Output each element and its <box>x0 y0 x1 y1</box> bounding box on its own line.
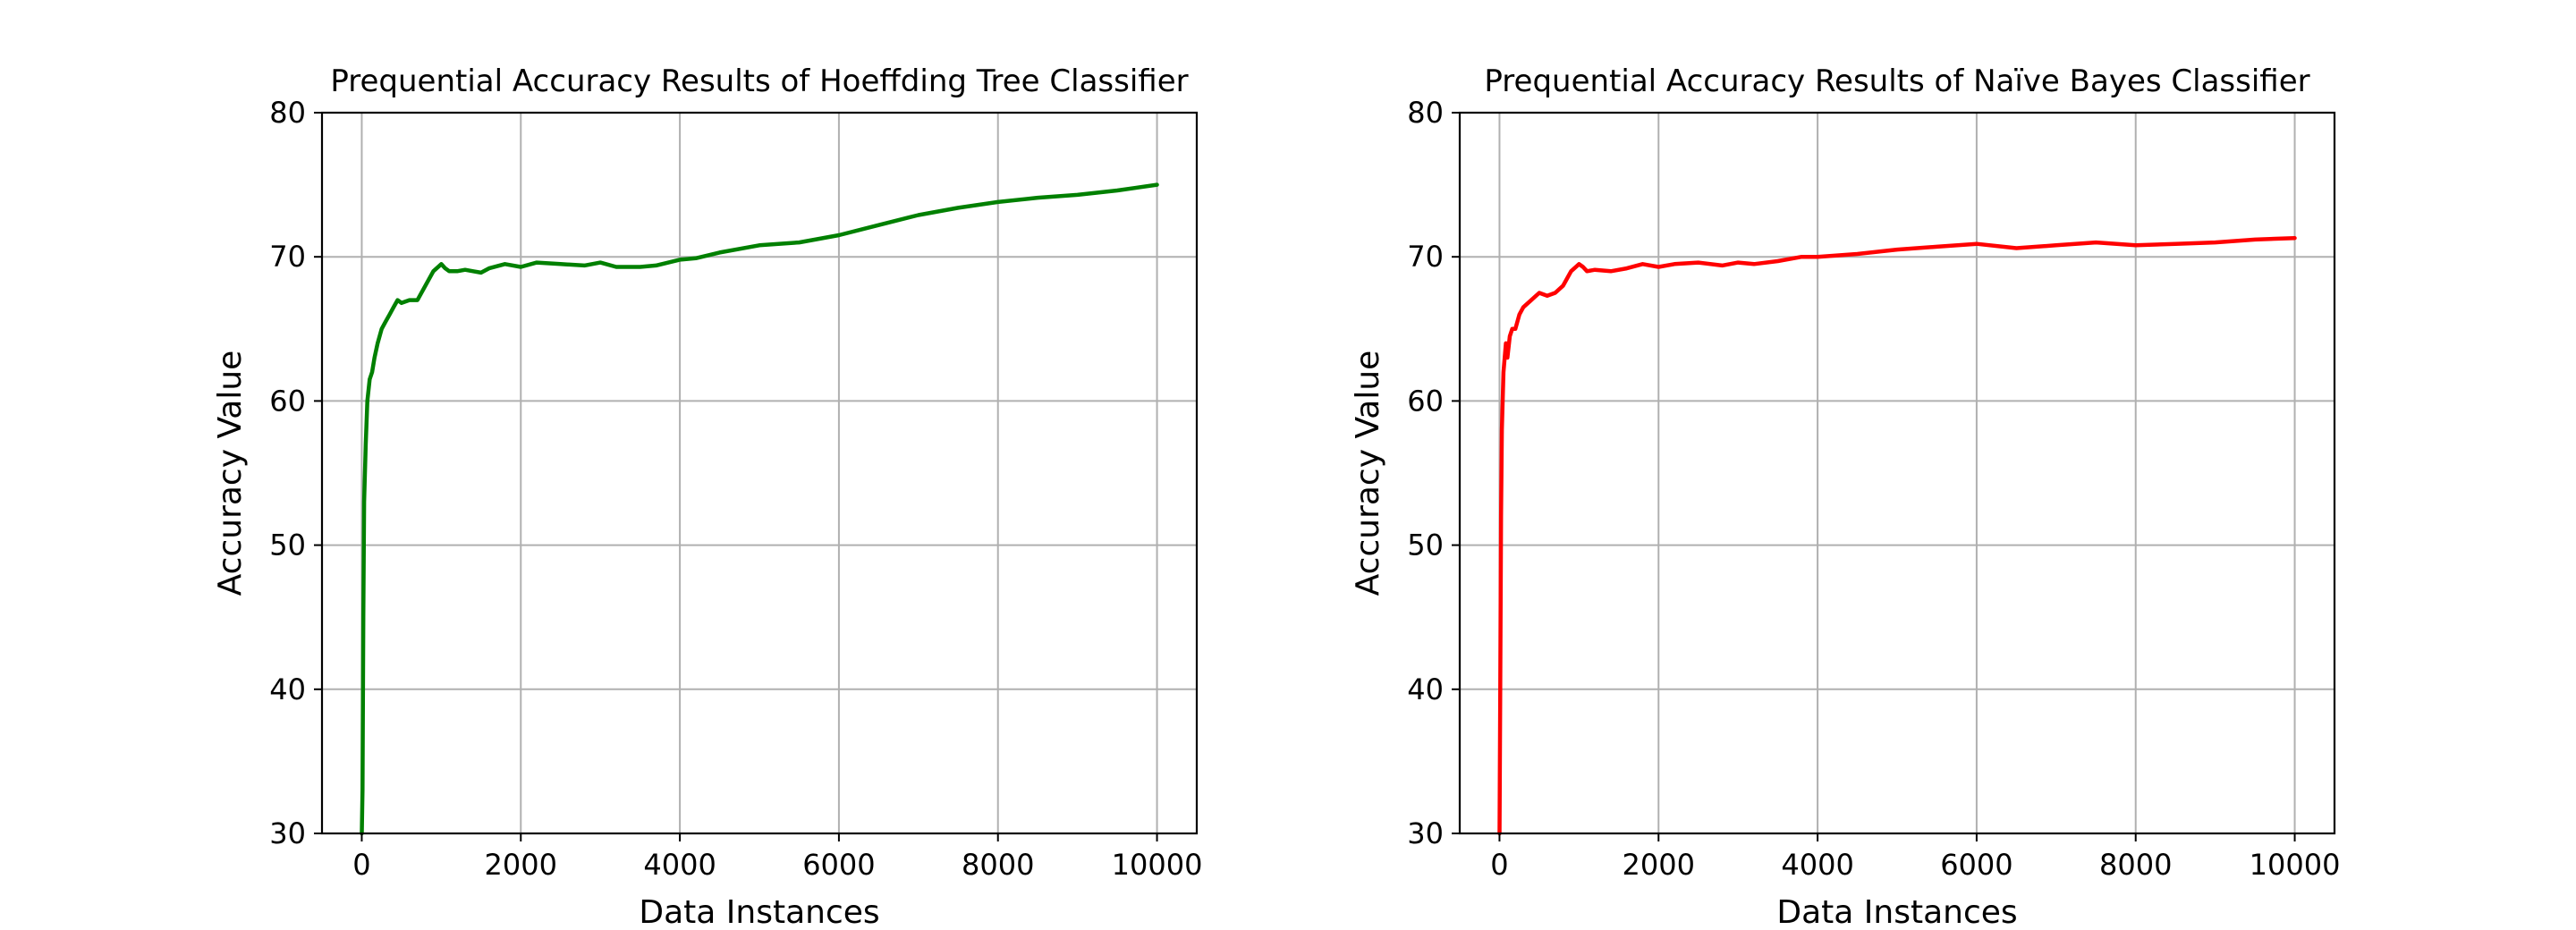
x-tick-label: 2000 <box>1623 848 1695 882</box>
y-tick-label: 80 <box>269 96 306 130</box>
y-tick-label: 70 <box>1407 240 1444 274</box>
ticks: 0 2000 4000 6000 8000 10000 30 40 50 60 70 80 <box>1407 96 2340 882</box>
x-tick-label: 0 <box>1490 848 1508 882</box>
x-tick-label: 10000 <box>2250 848 2341 882</box>
x-tick-label: 8000 <box>962 848 1034 882</box>
x-tick-label: 8000 <box>2099 848 2172 882</box>
x-tick-label: 0 <box>352 848 370 882</box>
y-tick-label: 50 <box>269 528 306 562</box>
chart-title: Prequential Accuracy Results of Hoeffdin… <box>330 63 1188 99</box>
x-tick-label: 6000 <box>802 848 875 882</box>
x-tick-label: 2000 <box>485 848 557 882</box>
x-tick-label: 4000 <box>1781 848 1853 882</box>
accuracy-series-line <box>1497 235 2297 836</box>
chart-naive-bayes: 0 2000 4000 6000 8000 10000 30 40 50 60 70 80 Prequ… <box>1350 63 2340 930</box>
ticks: 0 2000 4000 6000 8000 10000 30 40 50 60 70 80 <box>269 96 1202 882</box>
series-layer <box>360 182 1159 836</box>
x-axis-label: Data Instances <box>639 894 879 930</box>
plot-frame <box>320 111 1199 835</box>
y-tick-label: 40 <box>1407 672 1444 706</box>
y-tick-label: 80 <box>1407 96 1444 130</box>
y-tick-label: 30 <box>1407 816 1444 850</box>
chart-hoeffding-tree: 0 2000 4000 6000 8000 10000 30 40 50 60 70 80 Prequ… <box>212 63 1202 930</box>
y-axis-label: Accuracy Value <box>212 351 249 596</box>
y-axis-label: Accuracy Value <box>1350 351 1386 596</box>
chart-title: Prequential Accuracy Results of Naïve Ba… <box>1484 63 2309 99</box>
x-axis-label: Data Instances <box>1776 894 2017 930</box>
series-layer <box>1497 235 2297 836</box>
y-tick-label: 60 <box>269 384 306 418</box>
y-tick-label: 70 <box>269 240 306 274</box>
plot-frame <box>1458 111 2336 835</box>
x-tick-label: 10000 <box>1112 848 1203 882</box>
y-tick-label: 60 <box>1407 384 1444 418</box>
x-tick-label: 4000 <box>643 848 716 882</box>
accuracy-series-line <box>360 182 1159 836</box>
y-tick-label: 30 <box>269 816 306 850</box>
x-tick-label: 6000 <box>1940 848 2012 882</box>
y-tick-label: 50 <box>1407 528 1444 562</box>
y-tick-label: 40 <box>269 672 306 706</box>
